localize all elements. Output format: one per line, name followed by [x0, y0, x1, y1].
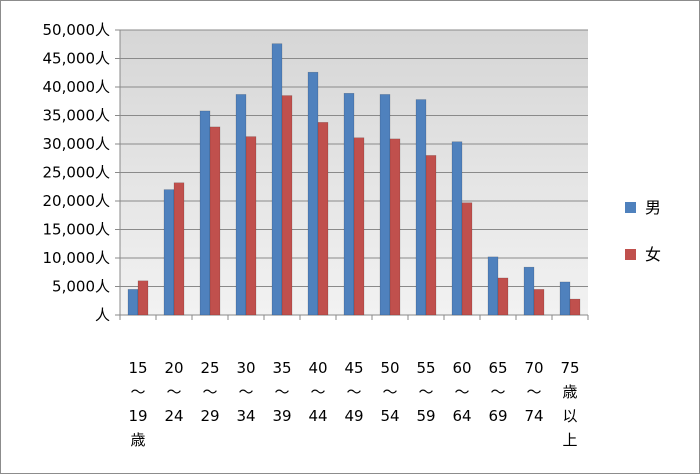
y-tick-label: 45,000人 — [43, 50, 111, 68]
bar — [523, 266, 535, 316]
x-tick-label: 55 〜 59 — [416, 359, 435, 425]
bar — [353, 137, 365, 316]
x-tick-label: 70 〜 74 — [524, 359, 543, 425]
bar — [245, 136, 257, 316]
legend-swatch — [625, 249, 636, 260]
y-tick-label: 10,000人 — [43, 249, 111, 267]
y-tick-label: 30,000人 — [43, 135, 111, 153]
x-tick-label: 15 〜 19 歳 — [128, 359, 147, 449]
bar — [163, 189, 175, 316]
bar — [209, 126, 221, 316]
legend-label: 男 — [645, 198, 661, 217]
bar — [451, 141, 463, 316]
bar — [317, 122, 329, 316]
x-tick-label: 30 〜 34 — [236, 359, 255, 425]
legend-swatch — [625, 202, 636, 213]
y-tick-label: 50,000人 — [43, 21, 111, 39]
y-tick-label: 5,000人 — [52, 278, 110, 296]
x-tick-label: 65 〜 69 — [488, 359, 507, 425]
bar — [487, 256, 499, 316]
y-tick-label: 35,000人 — [43, 107, 111, 125]
bar — [235, 94, 247, 316]
bar — [425, 155, 437, 316]
x-tick-label: 25 〜 29 — [200, 359, 219, 425]
bar — [389, 138, 401, 316]
x-tick-label: 45 〜 49 — [344, 359, 363, 425]
x-tick-label: 20 〜 24 — [164, 359, 183, 425]
bar — [569, 298, 581, 316]
bar — [415, 99, 427, 316]
bar — [533, 289, 545, 316]
legend-label: 女 — [645, 245, 661, 264]
bar — [497, 277, 509, 316]
bar — [461, 202, 473, 316]
y-tick-label: 人 — [95, 306, 110, 324]
bar — [379, 94, 391, 316]
bar — [271, 43, 283, 316]
bar — [281, 95, 293, 316]
x-tick-label: 40 〜 44 — [308, 359, 327, 425]
bar — [137, 280, 149, 316]
y-tick-label: 20,000人 — [43, 192, 111, 210]
x-tick-label: 50 〜 54 — [380, 359, 399, 425]
y-tick-label: 40,000人 — [43, 78, 111, 96]
y-tick-label: 15,000人 — [43, 221, 111, 239]
bar — [559, 281, 571, 316]
x-tick-label: 60 〜 64 — [452, 359, 471, 425]
x-tick-label: 75 歳以上 — [560, 359, 579, 449]
bar — [127, 289, 139, 316]
y-tick-label: 25,000人 — [43, 164, 111, 182]
bar — [199, 110, 211, 316]
bar — [307, 71, 319, 316]
x-tick-label: 35 〜 39 — [272, 359, 291, 425]
bar — [173, 182, 185, 316]
bar — [343, 93, 355, 316]
